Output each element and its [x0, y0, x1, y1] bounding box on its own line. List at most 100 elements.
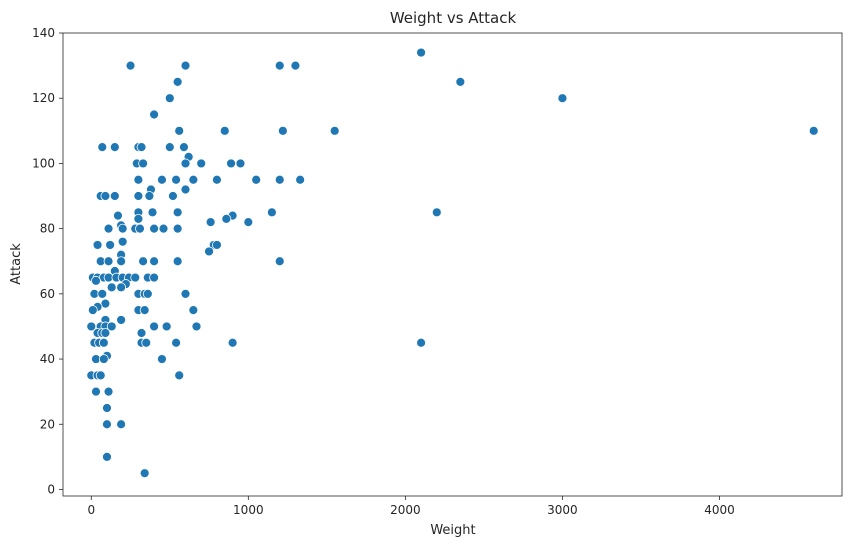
data-point: [98, 337, 109, 348]
data-point: [226, 158, 236, 169]
data-point: [102, 451, 112, 462]
data-point: [251, 174, 262, 185]
data-point: [116, 419, 127, 430]
data-point: [274, 60, 285, 71]
y-tick-label: 100: [32, 156, 55, 170]
data-point: [180, 184, 191, 195]
data-point: [97, 142, 108, 153]
x-tick-label: 0: [87, 503, 95, 517]
y-tick-label: 60: [40, 287, 55, 301]
data-point: [180, 158, 191, 169]
y-tick-label: 120: [32, 91, 55, 105]
data-point: [91, 386, 101, 397]
data-point: [180, 60, 191, 71]
data-point: [158, 223, 169, 234]
data-point: [133, 191, 144, 201]
data-point: [174, 125, 185, 136]
plot-area: [62, 32, 843, 497]
data-point: [141, 337, 152, 348]
data-point: [102, 419, 112, 430]
data-point: [106, 321, 117, 332]
data-point: [100, 191, 111, 201]
data-point: [416, 337, 426, 348]
data-point: [116, 282, 127, 293]
data-point: [133, 174, 144, 185]
y-axis-label: Attack: [9, 243, 24, 285]
data-point: [204, 246, 214, 257]
data-point: [212, 174, 222, 185]
data-point: [172, 256, 183, 267]
data-point: [103, 386, 114, 397]
data-point: [136, 142, 147, 153]
data-point: [149, 109, 159, 120]
data-point: [142, 288, 153, 299]
data-point: [91, 275, 101, 286]
data-point: [133, 213, 144, 224]
data-point: [188, 305, 199, 316]
data-point: [196, 158, 207, 169]
data-point: [147, 207, 158, 218]
data-point: [171, 337, 181, 348]
data-point: [168, 191, 178, 201]
data-point: [102, 403, 112, 413]
x-tick-label: 2000: [390, 503, 421, 517]
data-point: [139, 305, 150, 316]
data-point: [92, 240, 103, 250]
data-point: [172, 207, 183, 218]
data-point: [95, 370, 106, 381]
y-tick-label: 40: [40, 352, 55, 366]
data-point: [139, 468, 150, 479]
x-axis-label: Weight: [430, 523, 475, 538]
data-point: [191, 321, 202, 332]
y-axis-ticks: 0 20 40 60 80 100 120 140: [32, 26, 63, 496]
data-point: [138, 158, 148, 169]
y-tick-label: 140: [32, 26, 55, 40]
data-point: [164, 142, 175, 153]
data-point: [205, 217, 216, 228]
data-point: [103, 256, 114, 267]
data-point: [416, 47, 426, 58]
data-point: [221, 213, 232, 224]
x-tick-label: 4000: [704, 503, 735, 517]
data-point: [149, 256, 159, 267]
data-point: [219, 125, 230, 136]
x-tick-label: 3000: [547, 503, 578, 517]
data-point: [290, 60, 301, 71]
data-point: [117, 223, 128, 234]
data-point: [97, 288, 108, 299]
data-point: [188, 174, 199, 185]
data-point: [172, 223, 183, 234]
data-point: [113, 210, 123, 221]
data-point: [157, 174, 167, 185]
y-tick-label: 20: [40, 417, 55, 431]
data-point: [455, 77, 466, 87]
data-point: [149, 321, 159, 332]
data-point: [117, 236, 128, 247]
data-point: [164, 93, 175, 104]
data-point: [174, 370, 185, 381]
data-point: [86, 321, 97, 332]
data-point: [130, 272, 141, 283]
data-point: [98, 354, 109, 364]
data-point: [179, 142, 189, 153]
data-point: [274, 174, 285, 185]
data-point: [266, 207, 277, 218]
data-point: [105, 240, 116, 250]
data-point: [235, 158, 246, 169]
data-point: [171, 174, 181, 185]
data-point: [274, 256, 285, 267]
data-point: [116, 315, 127, 325]
data-point: [157, 354, 167, 364]
data-point: [149, 272, 159, 283]
data-point: [277, 125, 288, 136]
data-point: [172, 77, 183, 87]
data-point: [125, 60, 136, 71]
data-point: [109, 142, 120, 153]
x-tick-label: 1000: [233, 503, 264, 517]
data-point: [138, 256, 148, 267]
data-point: [180, 288, 191, 299]
data-point: [295, 174, 306, 185]
data-point: [136, 328, 147, 338]
